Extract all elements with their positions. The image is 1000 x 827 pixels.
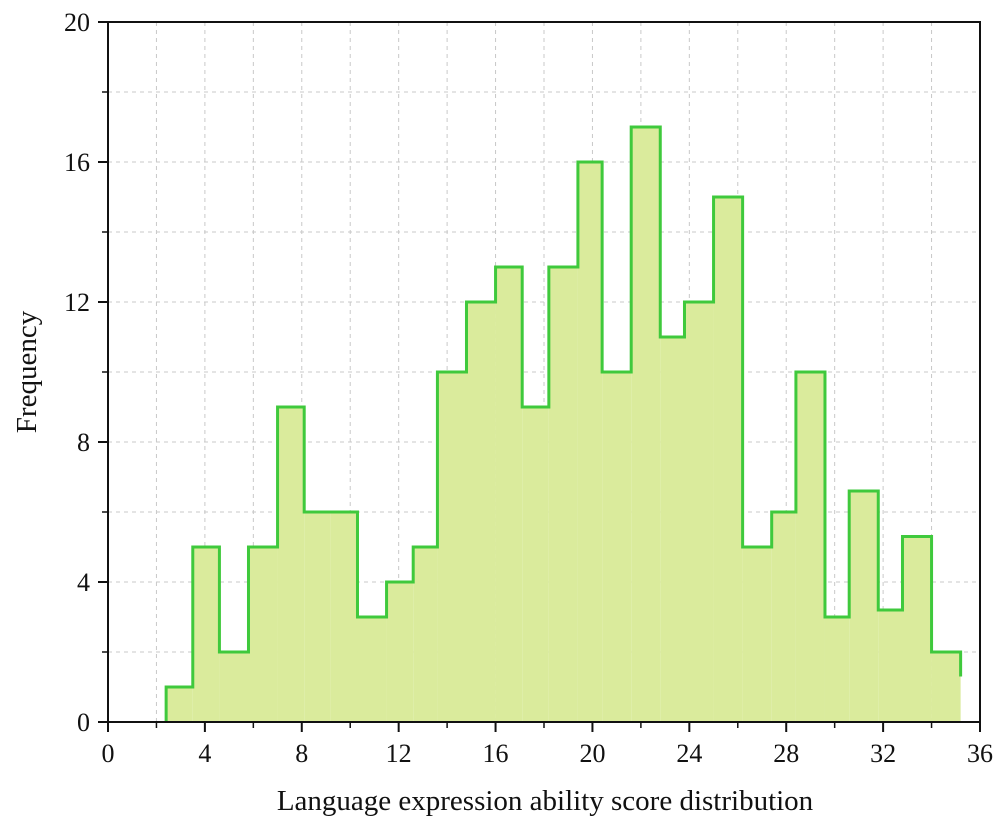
x-tick-label: 12	[386, 739, 412, 768]
x-tick-label: 8	[295, 739, 308, 768]
histogram-bar	[437, 372, 467, 722]
histogram-bar	[192, 547, 220, 722]
y-tick-label: 20	[64, 8, 90, 37]
histogram-bar	[742, 547, 772, 722]
y-tick-label: 4	[77, 568, 90, 597]
histogram-bar	[413, 547, 438, 722]
histogram-bar	[878, 610, 903, 722]
x-tick-label: 20	[579, 739, 605, 768]
histogram-bar	[771, 512, 796, 722]
histogram-bar	[386, 582, 414, 722]
x-tick-label: 4	[198, 739, 211, 768]
histogram-bar	[330, 512, 358, 722]
histogram-bar	[660, 337, 685, 722]
histogram-bar	[304, 512, 331, 722]
x-axis-title: Language expression ability score distri…	[277, 785, 814, 817]
axes	[98, 21, 981, 732]
histogram-bar	[548, 267, 578, 722]
x-tick-label: 36	[967, 739, 993, 768]
histogram-bar	[166, 687, 193, 722]
histogram-bar	[824, 617, 850, 722]
tick-labels: 0 4 8 12 16 20 24 28 32 36 0 4 8 12 16 20	[64, 8, 993, 768]
x-tick-label: 32	[870, 739, 896, 768]
x-tick-label: 16	[483, 739, 509, 768]
histogram-bar	[357, 617, 387, 722]
histogram-bar	[631, 127, 661, 722]
y-axis-title: Frequency	[11, 310, 43, 433]
histogram-bar	[248, 547, 278, 722]
histogram-bar	[466, 302, 496, 722]
histogram-bar	[495, 267, 523, 722]
histogram-outline	[164, 125, 963, 722]
histogram-bar	[522, 407, 549, 722]
histogram-bar	[902, 536, 932, 722]
x-tick-label: 28	[773, 739, 799, 768]
histogram-bar	[277, 407, 305, 722]
y-tick-label: 16	[64, 148, 90, 177]
histogram-bar	[931, 652, 961, 722]
y-tick-label: 0	[77, 708, 90, 737]
y-tick-label: 12	[64, 288, 90, 317]
histogram-bar	[713, 197, 743, 722]
histogram-bar	[219, 652, 249, 722]
x-tick-label: 24	[676, 739, 702, 768]
histogram-bar	[577, 162, 603, 722]
histogram-bar	[795, 372, 825, 722]
histogram-bars	[164, 125, 963, 722]
y-tick-label: 8	[77, 428, 90, 457]
histogram-bar	[684, 302, 714, 722]
x-tick-label: 0	[102, 739, 115, 768]
histogram-bar	[602, 372, 632, 722]
histogram-bar	[849, 491, 879, 722]
